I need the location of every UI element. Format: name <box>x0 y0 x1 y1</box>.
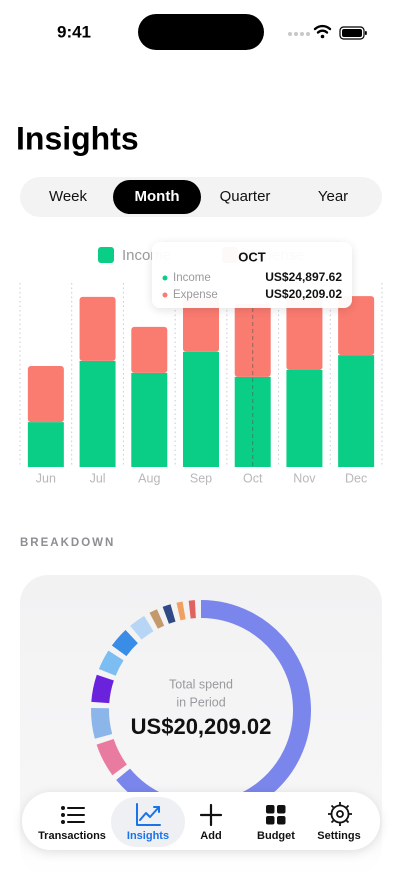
wifi-icon <box>313 24 332 34</box>
donut-segment <box>98 650 124 676</box>
tab-bar-label[interactable]: Settings <box>317 830 360 842</box>
status-time: 9:41 <box>57 22 91 41</box>
legend-swatch <box>98 247 114 263</box>
signal-dots <box>288 32 310 36</box>
donut-label: Total spend <box>169 677 233 691</box>
bar-segment <box>183 351 219 467</box>
bar-segment <box>286 369 323 467</box>
tab-bar-label[interactable]: Budget <box>257 830 295 842</box>
add-icon <box>199 803 223 827</box>
x-tick-label: Sep <box>190 471 212 485</box>
donut-segment <box>130 615 154 640</box>
bar-segment <box>338 355 375 467</box>
bar-segment <box>131 326 168 373</box>
x-tick-label: Aug <box>138 471 160 485</box>
donut-segment <box>162 604 176 624</box>
transactions-icon <box>61 806 85 824</box>
tooltip-dot <box>162 275 168 281</box>
donut-segment <box>149 609 165 629</box>
tooltip-dot <box>162 292 168 298</box>
wifi-dot <box>320 34 325 39</box>
bar-segment <box>183 296 219 352</box>
bar-segment <box>286 296 323 370</box>
tab-bar-label[interactable]: Insights <box>127 830 169 842</box>
dynamic-island <box>138 14 264 50</box>
bar-segment <box>131 372 168 467</box>
budget-icon <box>266 805 286 825</box>
tooltip-value: US$20,209.02 <box>265 287 342 301</box>
tab-bar <box>22 792 380 850</box>
battery <box>339 26 365 40</box>
donut-segment <box>176 601 186 621</box>
x-tick-label: Jul <box>90 471 106 485</box>
tab-label[interactable]: Month <box>135 188 180 205</box>
x-tick-label: Nov <box>293 471 316 485</box>
tab-bar-label[interactable]: Transactions <box>38 830 106 842</box>
tab-selected[interactable] <box>113 180 201 214</box>
tooltip-title: OCT <box>238 249 266 264</box>
tooltip-label: Expense <box>173 289 218 301</box>
x-tick-label: Jun <box>36 471 56 485</box>
battery-tip <box>365 31 367 35</box>
bar-segment <box>27 422 64 467</box>
section-heading: BREAKDOWN <box>20 537 115 549</box>
page-title: Insights <box>16 120 139 156</box>
insights-icon <box>136 803 161 826</box>
donut-segment <box>96 738 128 776</box>
donut-segment <box>111 629 139 657</box>
tab-label[interactable]: Year <box>318 188 348 205</box>
bar-segment <box>234 303 271 377</box>
donut-segment <box>91 707 113 739</box>
tooltip-label: Income <box>173 272 211 284</box>
bar-segment <box>79 360 116 467</box>
donut-segment <box>91 674 114 704</box>
x-tick-label: Oct <box>243 471 263 485</box>
battery-level <box>342 29 362 37</box>
bar-segment <box>338 296 375 356</box>
tab-selected-bg[interactable] <box>111 797 185 847</box>
tooltip-value: US$24,897.62 <box>265 270 342 284</box>
tab-label[interactable]: Week <box>49 188 88 205</box>
settings-icon <box>328 802 352 826</box>
bar-segment <box>79 296 116 361</box>
donut-label: in Period <box>176 695 225 709</box>
tab-label[interactable]: Quarter <box>220 188 271 205</box>
donut-total: US$20,209.02 <box>131 714 272 739</box>
x-tick-label: Dec <box>345 471 367 485</box>
bar-segment <box>27 366 64 423</box>
tab-bar-label[interactable]: Add <box>200 830 221 842</box>
tooltip <box>152 242 352 308</box>
